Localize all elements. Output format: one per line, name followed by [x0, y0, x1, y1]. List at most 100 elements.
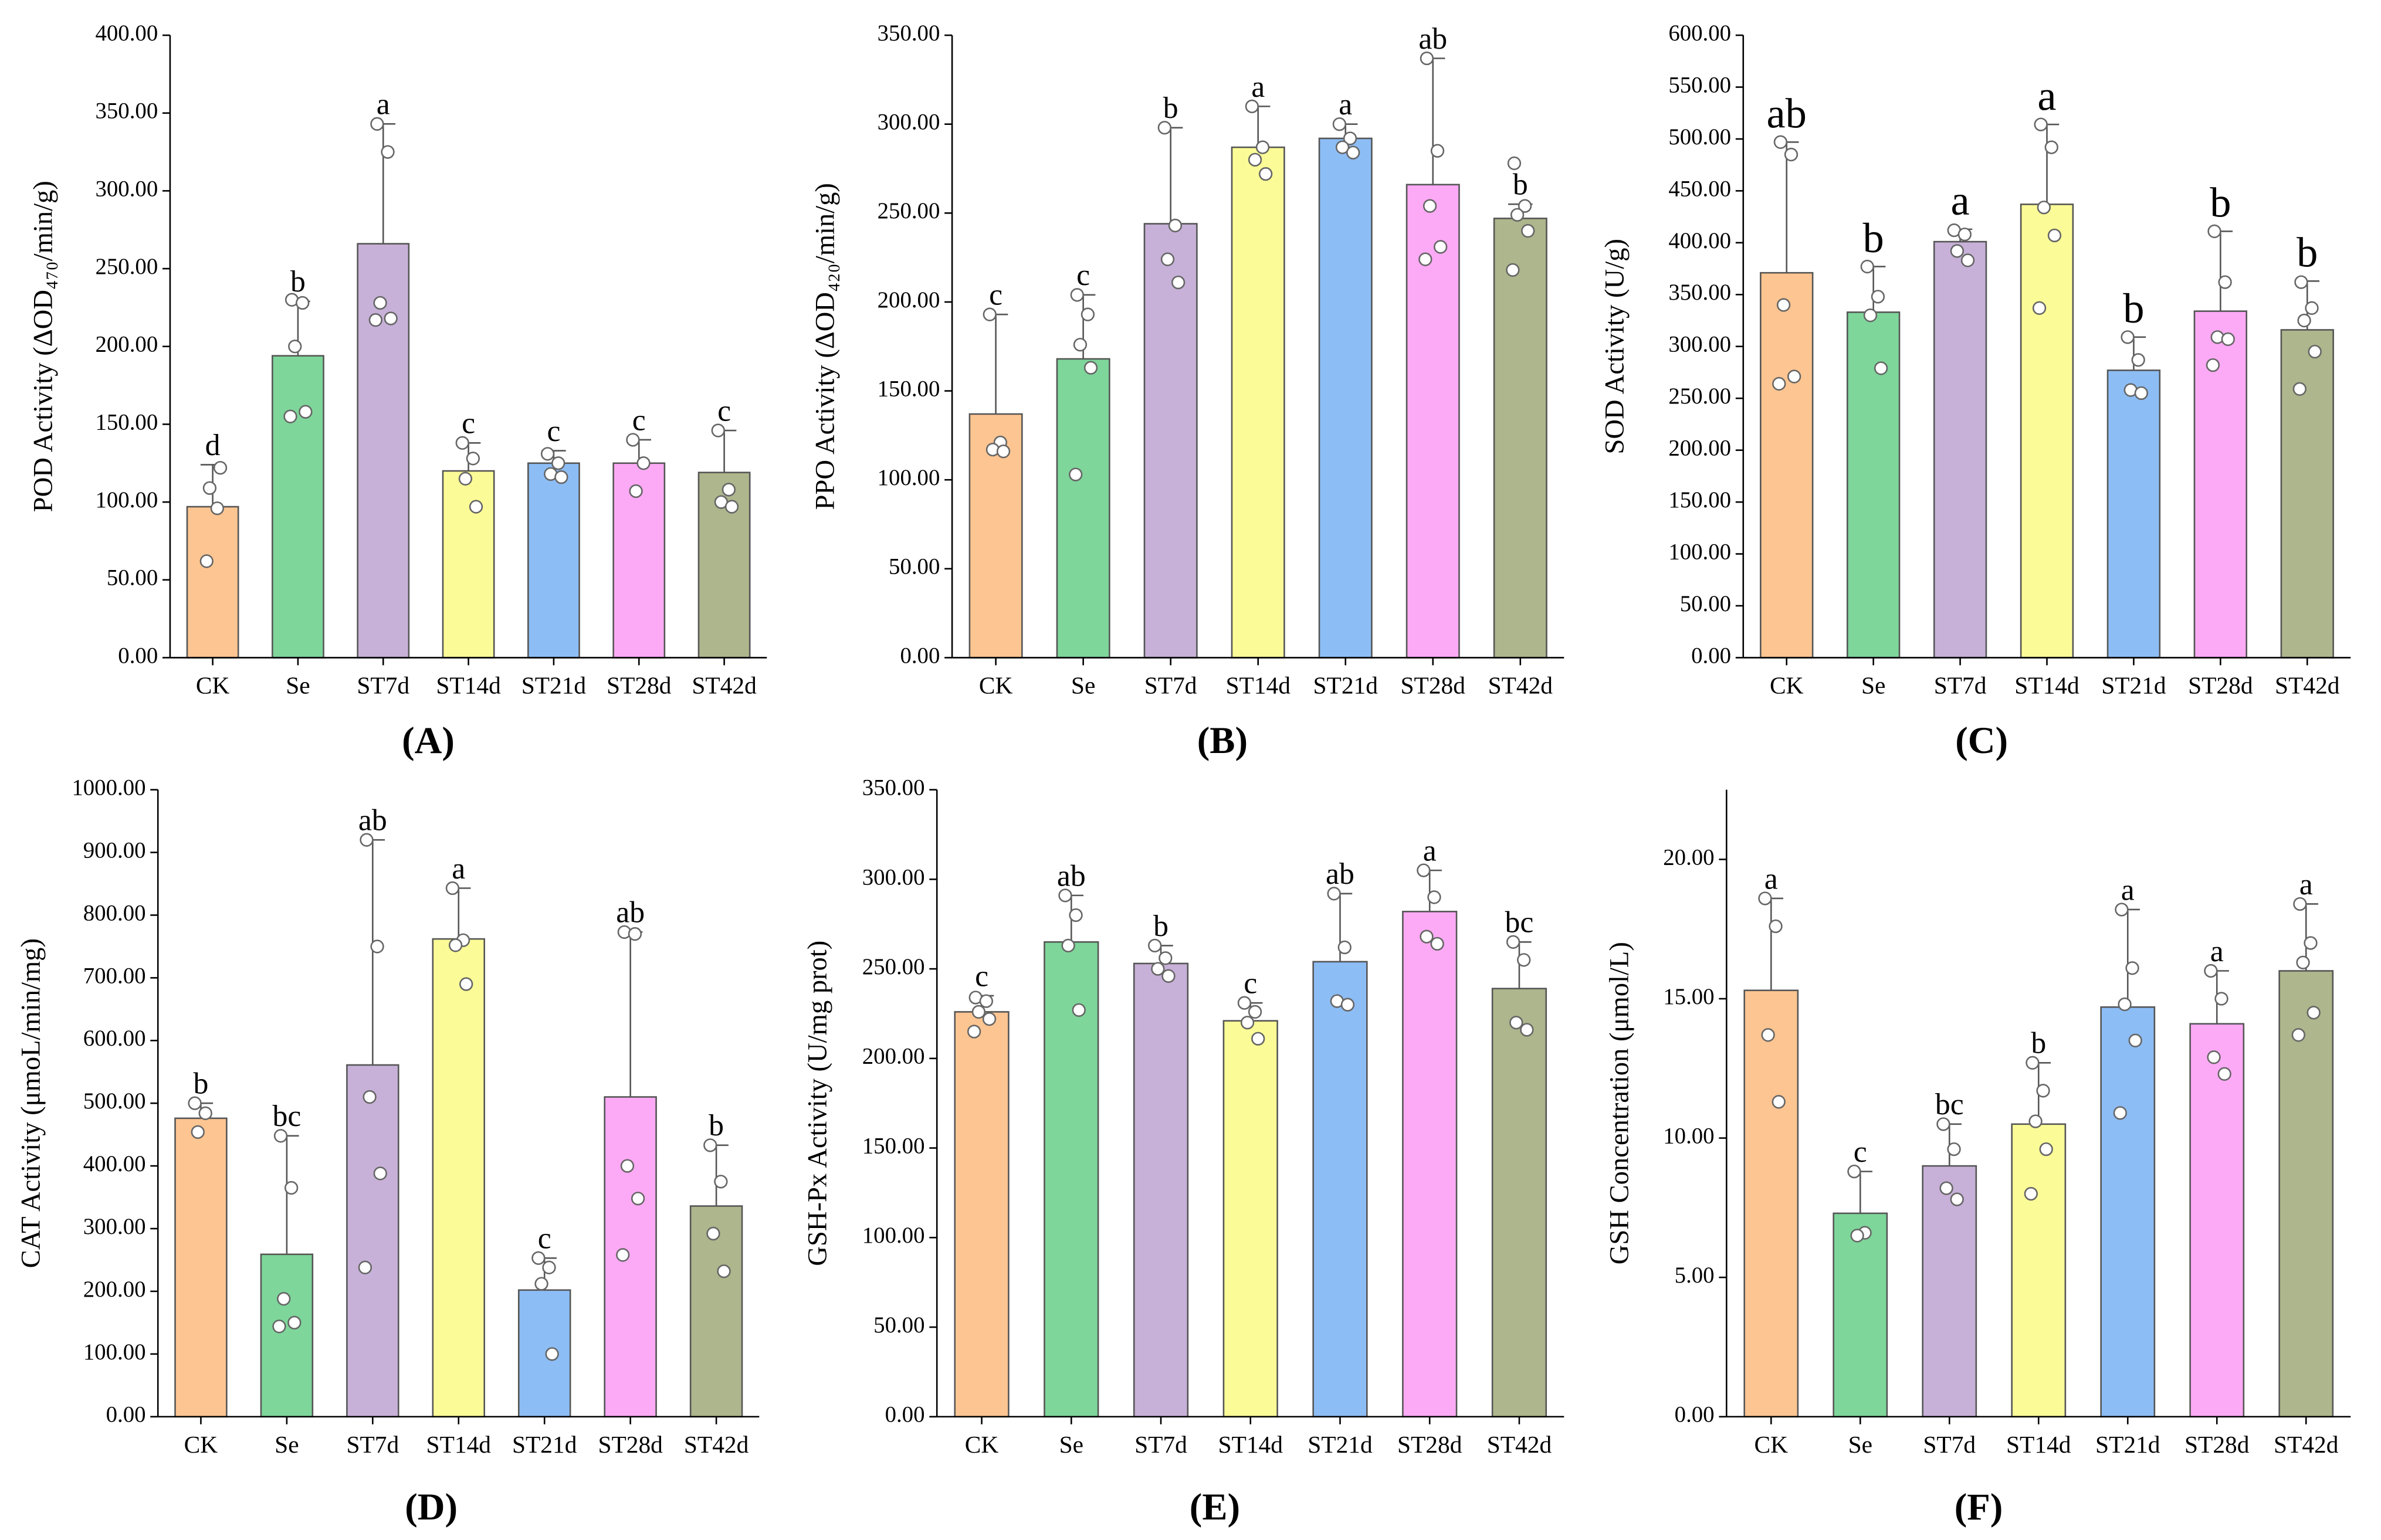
- y-tick-label: 10.00: [1663, 1124, 1714, 1149]
- y-tick-label: 350.00: [862, 775, 925, 800]
- x-tick-label: CK: [1770, 672, 1804, 699]
- data-point: [1860, 259, 1874, 274]
- data-point: [2294, 275, 2308, 289]
- data-point: [545, 1347, 559, 1361]
- significance-letter: b: [290, 265, 306, 298]
- significance-letter: a: [1423, 835, 1437, 868]
- data-point: [299, 405, 313, 419]
- y-tick-label: 250.00: [95, 254, 158, 279]
- data-point: [1161, 969, 1176, 983]
- y-tick-label: 0.00: [106, 1402, 146, 1427]
- bar: [2280, 329, 2334, 659]
- y-tick-label: 350.00: [878, 21, 940, 46]
- data-point: [466, 452, 480, 466]
- bar: [1846, 311, 1901, 659]
- data-point: [1430, 144, 1445, 158]
- data-point: [2305, 301, 2319, 315]
- bar: [689, 1205, 743, 1418]
- data-point: [2047, 228, 2062, 243]
- data-point: [368, 313, 382, 327]
- significance-letter: b: [2297, 229, 2318, 276]
- data-point: [277, 1292, 291, 1306]
- x-tick-label: ST7d: [346, 1431, 399, 1458]
- significance-letter: a: [377, 88, 390, 121]
- y-axis-label: CAT Activity (μmoL/min/mg): [16, 938, 46, 1268]
- y-tick-label: 250.00: [862, 954, 925, 979]
- data-point: [272, 1319, 286, 1334]
- significance-letter: b: [193, 1067, 208, 1101]
- bar: [1402, 911, 1458, 1418]
- x-tick-label: CK: [979, 672, 1013, 699]
- data-point: [2125, 961, 2139, 975]
- y-tick-label: 1000.00: [72, 775, 145, 800]
- data-point: [2293, 897, 2307, 911]
- data-point: [1761, 1028, 1775, 1042]
- data-point: [2128, 1033, 2142, 1047]
- data-point: [363, 1090, 377, 1104]
- data-point: [1434, 240, 1448, 254]
- data-point: [1171, 275, 1186, 290]
- data-point: [629, 484, 643, 498]
- y-tick-label: 50.00: [1680, 591, 1731, 616]
- bar: [2106, 369, 2161, 659]
- data-point: [620, 1159, 635, 1173]
- y-tick-label: 100.00: [1668, 539, 1731, 564]
- data-point: [1936, 1117, 1950, 1131]
- data-point: [540, 447, 555, 461]
- significance-letter: b: [1163, 91, 1178, 125]
- significance-letter: ab: [1326, 857, 1354, 891]
- x-tick-label: ST7d: [357, 672, 409, 699]
- data-point: [1420, 930, 1434, 944]
- data-point: [1507, 156, 1522, 171]
- x-tick-label: ST28d: [1397, 1431, 1462, 1458]
- error-bar: [1421, 57, 1445, 185]
- data-point: [2206, 358, 2220, 372]
- data-point: [1151, 962, 1165, 976]
- data-point: [2307, 1006, 2321, 1020]
- significance-letter: ab: [1418, 22, 1447, 56]
- significance-letter: c: [547, 415, 560, 448]
- y-tick-label: 100.00: [83, 1339, 146, 1365]
- error-bar: [446, 887, 471, 939]
- y-axis-label: GSH Concentration (μmol/L): [1604, 942, 1634, 1264]
- data-point: [287, 1315, 302, 1330]
- data-point: [722, 483, 736, 497]
- data-point: [1248, 1005, 1262, 1019]
- y-tick-label: 350.00: [1668, 280, 1731, 305]
- y-tick-label: 600.00: [83, 1026, 146, 1051]
- data-point: [1947, 1142, 1961, 1156]
- x-tick-label: ST14d: [2006, 1431, 2071, 1458]
- significance-letter: b: [1863, 214, 1884, 262]
- data-point: [1069, 467, 1083, 481]
- x-tick-label: CK: [965, 1431, 999, 1458]
- data-point: [2131, 353, 2145, 367]
- significance-letter: c: [717, 394, 731, 428]
- data-point: [706, 1226, 720, 1241]
- bar: [604, 1096, 657, 1418]
- error-bar: [2115, 908, 2140, 1008]
- data-point: [616, 1248, 630, 1262]
- data-point: [1332, 117, 1347, 131]
- data-point: [2034, 117, 2048, 131]
- x-tick-label: ST21d: [512, 1431, 577, 1458]
- x-tick-label: ST42d: [1488, 672, 1553, 699]
- error-bar: [1861, 266, 1886, 313]
- data-point: [2039, 1142, 2053, 1156]
- error-bar: [2034, 123, 2060, 205]
- data-point: [360, 833, 374, 847]
- data-point: [1335, 140, 1350, 154]
- data-point: [2115, 903, 2129, 917]
- panel-label: (F): [1955, 1485, 2003, 1528]
- data-point: [2032, 301, 2047, 315]
- y-tick-label: 0.00: [900, 643, 940, 668]
- bar: [2011, 1123, 2067, 1418]
- x-tick-label: CK: [196, 672, 230, 699]
- data-point: [1509, 1016, 1523, 1030]
- data-point: [1787, 369, 1801, 384]
- y-tick-label: 500.00: [83, 1088, 146, 1114]
- data-point: [1960, 253, 1975, 267]
- y-tick-label: 200.00: [862, 1044, 925, 1069]
- data-point: [191, 1125, 205, 1139]
- x-tick-label: ST42d: [2274, 1431, 2339, 1458]
- data-point: [1337, 940, 1352, 955]
